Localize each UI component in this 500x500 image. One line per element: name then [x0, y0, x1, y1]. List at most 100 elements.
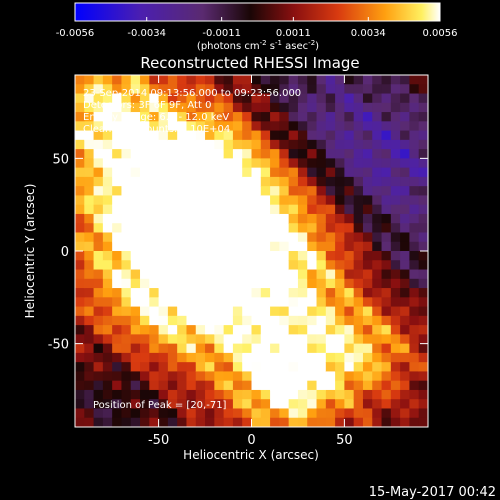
heatmap-cell	[214, 343, 225, 354]
heatmap-cell	[372, 288, 383, 298]
heatmap-cell	[232, 167, 243, 178]
heatmap-cell	[75, 213, 85, 224]
heatmap-cell	[372, 167, 383, 178]
heatmap-cell	[75, 204, 85, 215]
heatmap-cell	[149, 352, 160, 363]
heatmap-cell	[418, 176, 428, 187]
heatmap-cell	[307, 288, 318, 298]
heatmap-cell	[195, 121, 206, 132]
heatmap-cell	[297, 213, 308, 224]
heatmap-cell	[232, 149, 243, 159]
heatmap-cell	[177, 204, 188, 215]
heatmap-cell	[242, 399, 253, 410]
heatmap-cell	[335, 306, 345, 317]
heatmap-cell	[372, 139, 383, 150]
heatmap-cell	[177, 130, 188, 141]
heatmap-cell	[335, 269, 345, 280]
heatmap-cell	[149, 167, 160, 178]
heatmap-cell	[140, 306, 150, 317]
heatmap-cell	[214, 121, 225, 132]
heatmap-cell	[186, 213, 197, 224]
heatmap-cell	[316, 315, 327, 326]
heatmap-cell	[177, 213, 188, 224]
heatmap-cell	[186, 399, 197, 410]
heatmap-cell	[75, 362, 85, 373]
heatmap-cell	[167, 121, 178, 132]
heatmap-cell	[390, 380, 401, 391]
heatmap-cell	[112, 288, 123, 298]
heatmap-cell	[75, 260, 85, 271]
heatmap-cell	[232, 380, 243, 391]
heatmap-cell	[409, 325, 420, 335]
heatmap-cell	[186, 371, 197, 382]
heatmap-cell	[130, 130, 141, 141]
heatmap-cell	[390, 241, 401, 252]
heatmap-cell	[353, 232, 364, 243]
heatmap-cell	[130, 93, 141, 104]
heatmap-cell	[307, 167, 318, 178]
heatmap-cell	[251, 241, 262, 252]
heatmap-cell	[242, 408, 253, 419]
heatmap-cell	[260, 306, 271, 317]
heatmap-cell	[93, 176, 104, 187]
heatmap-cell	[140, 315, 150, 326]
heatmap-cell	[112, 352, 123, 363]
heatmap-cell	[93, 158, 104, 169]
heatmap-cell	[400, 306, 411, 317]
heatmap-cell	[223, 334, 234, 345]
heatmap-cell	[130, 362, 141, 373]
heatmap-cell	[121, 176, 132, 187]
heatmap-cell	[195, 176, 206, 187]
heatmap-cell	[93, 334, 104, 345]
heatmap-cell	[307, 251, 318, 261]
heatmap-cell	[130, 158, 141, 169]
heatmap-cell	[205, 269, 215, 280]
heatmap-cell	[177, 84, 188, 95]
heatmap-cell	[307, 334, 318, 345]
heatmap-cell	[102, 325, 113, 335]
heatmap-cell	[112, 306, 123, 317]
heatmap-cell	[260, 130, 271, 141]
heatmap-cell	[325, 417, 336, 427]
heatmap-cell	[112, 260, 123, 271]
heatmap-cell	[84, 343, 95, 354]
heatmap-cell	[158, 223, 169, 234]
heatmap-cell	[214, 149, 225, 159]
heatmap-cell	[167, 112, 178, 122]
heatmap-cell	[362, 380, 373, 391]
heatmap-cell	[270, 149, 280, 159]
heatmap-cell	[362, 139, 373, 150]
colorbar-tick-label: 0.0034	[351, 28, 386, 39]
heatmap-cell	[260, 139, 271, 150]
heatmap-cell	[223, 251, 234, 261]
heatmap-cell	[260, 213, 271, 224]
heatmap-cell	[214, 288, 225, 298]
heatmap-cell	[409, 241, 420, 252]
heatmap-cell	[353, 362, 364, 373]
heatmap-cell	[325, 75, 336, 85]
heatmap-cell	[102, 223, 113, 234]
heatmap-cell	[232, 315, 243, 326]
heatmap-cell	[372, 417, 383, 427]
heatmap-cell	[177, 75, 188, 85]
heatmap-cell	[260, 195, 271, 206]
heatmap-cell	[372, 158, 383, 169]
heatmap-cell	[381, 84, 392, 95]
heatmap-cell	[390, 362, 401, 373]
heatmap-cell	[121, 232, 132, 243]
heatmap-cell	[400, 112, 411, 122]
heatmap-cell	[177, 93, 188, 104]
heatmap-cell	[149, 251, 160, 261]
heatmap-cell	[353, 149, 364, 159]
heatmap-cell	[205, 75, 215, 85]
heatmap-cell	[335, 232, 345, 243]
heatmap-cell	[316, 112, 327, 122]
heatmap-cell	[93, 241, 104, 252]
heatmap-cell	[140, 204, 150, 215]
heatmap-cell	[335, 241, 345, 252]
heatmap-cell	[260, 102, 271, 113]
heatmap-cell	[84, 297, 95, 308]
colorbar-ticks: -0.0056 -0.0034 -0.0011 0.0011 0.0034 0.0056	[56, 17, 458, 39]
heatmap-cell	[93, 84, 104, 95]
heatmap-cell	[288, 186, 299, 197]
